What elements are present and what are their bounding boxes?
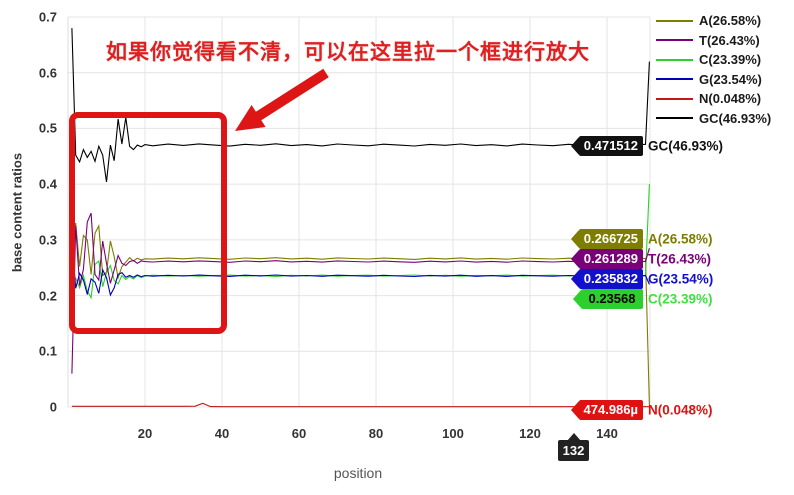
y-tick-label: 0 (49, 399, 57, 415)
legend-item-N: N(0.048%) (656, 89, 771, 109)
zoom-hint-text: 如果你觉得看不清，可以在这里拉一个框进行放大 (106, 41, 590, 64)
y-tick-label: 0.2 (38, 288, 57, 304)
value-tag-box-G: 0.235832 (570, 269, 643, 289)
y-tick-label: 0.3 (38, 232, 57, 248)
value-tag-label-G: G(23.54%) (648, 271, 714, 287)
series-line-GC (71, 28, 650, 182)
cursor-position-marker: 132 (558, 433, 589, 461)
value-tag-label-A: A(26.58%) (648, 231, 713, 247)
legend-swatch-G (656, 78, 693, 81)
value-tag-label-C: C(23.39%) (648, 291, 713, 307)
value-tag-box-C: 0.23568 (573, 289, 643, 309)
legend: A(26.58%) T(26.43%) C(23.39%) G(23.54%) N(0.… (656, 11, 771, 128)
legend-label: T(26.43%) (699, 32, 760, 48)
series-line-T (71, 212, 650, 374)
legend-label: GC(46.93%) (699, 110, 772, 126)
x-tick-label: 60 (291, 426, 307, 441)
y-tick-label: 0.1 (38, 343, 57, 359)
value-tag-label-N: N(0.048%) (648, 402, 713, 418)
legend-label: G(23.54%) (699, 71, 762, 87)
legend-item-C: C(23.39%) (656, 50, 771, 70)
legend-label: C(23.39%) (699, 52, 762, 68)
value-tag-pointer-icon (573, 290, 581, 308)
legend-swatch-A (656, 19, 693, 22)
value-tag-box-N: 474.986µ (570, 400, 643, 420)
value-tag-pointer-icon (570, 270, 579, 288)
value-tag-pointer-icon (570, 137, 579, 155)
x-tick-label: 140 (596, 426, 618, 441)
value-tag-pointer-icon (570, 401, 579, 419)
legend-swatch-GC (656, 117, 693, 120)
y-tick-label: 0.6 (38, 65, 57, 81)
legend-item-A: A(26.58%) (656, 11, 771, 31)
zoom-hint-rectangle (69, 112, 227, 334)
x-tick-label: 120 (519, 426, 541, 441)
cursor-position-value: 132 (562, 443, 585, 458)
value-tag-box-A: 0.266725 (570, 229, 643, 249)
legend-item-T: T(26.43%) (656, 31, 771, 51)
legend-label: A(26.58%) (699, 13, 762, 29)
cursor-marker-arrow-icon (566, 433, 581, 441)
value-tag-box-T: 0.261289 (570, 249, 643, 269)
x-axis-title: position (333, 465, 383, 481)
legend-swatch-N (656, 97, 693, 100)
series-line-A (71, 222, 650, 406)
x-tick-label: 100 (442, 426, 464, 441)
arrow-shape (235, 68, 329, 131)
y-tick-label: 0.7 (38, 9, 57, 25)
series-line-N (71, 402, 650, 408)
value-tag-pointer-icon (570, 250, 579, 268)
x-tick-label: 20 (137, 426, 153, 441)
y-tick-label: 0.4 (38, 176, 57, 192)
value-tag-box-GC: 0.471512 (570, 136, 643, 156)
value-tag-label-T: T(26.43%) (648, 251, 712, 267)
value-tag-label-GC: GC(46.93%) (648, 138, 724, 154)
x-tick-label: 40 (214, 426, 230, 441)
legend-swatch-C (656, 58, 693, 61)
legend-swatch-T (656, 39, 693, 42)
series-line-G (71, 239, 650, 297)
legend-item-G: G(23.54%) (656, 70, 771, 90)
y-tick-label: 0.5 (38, 120, 57, 136)
legend-label: N(0.048%) (699, 91, 762, 107)
value-tag-pointer-icon (570, 230, 579, 248)
legend-item-GC: GC(46.93%) (656, 109, 771, 129)
x-tick-label: 80 (368, 426, 384, 441)
